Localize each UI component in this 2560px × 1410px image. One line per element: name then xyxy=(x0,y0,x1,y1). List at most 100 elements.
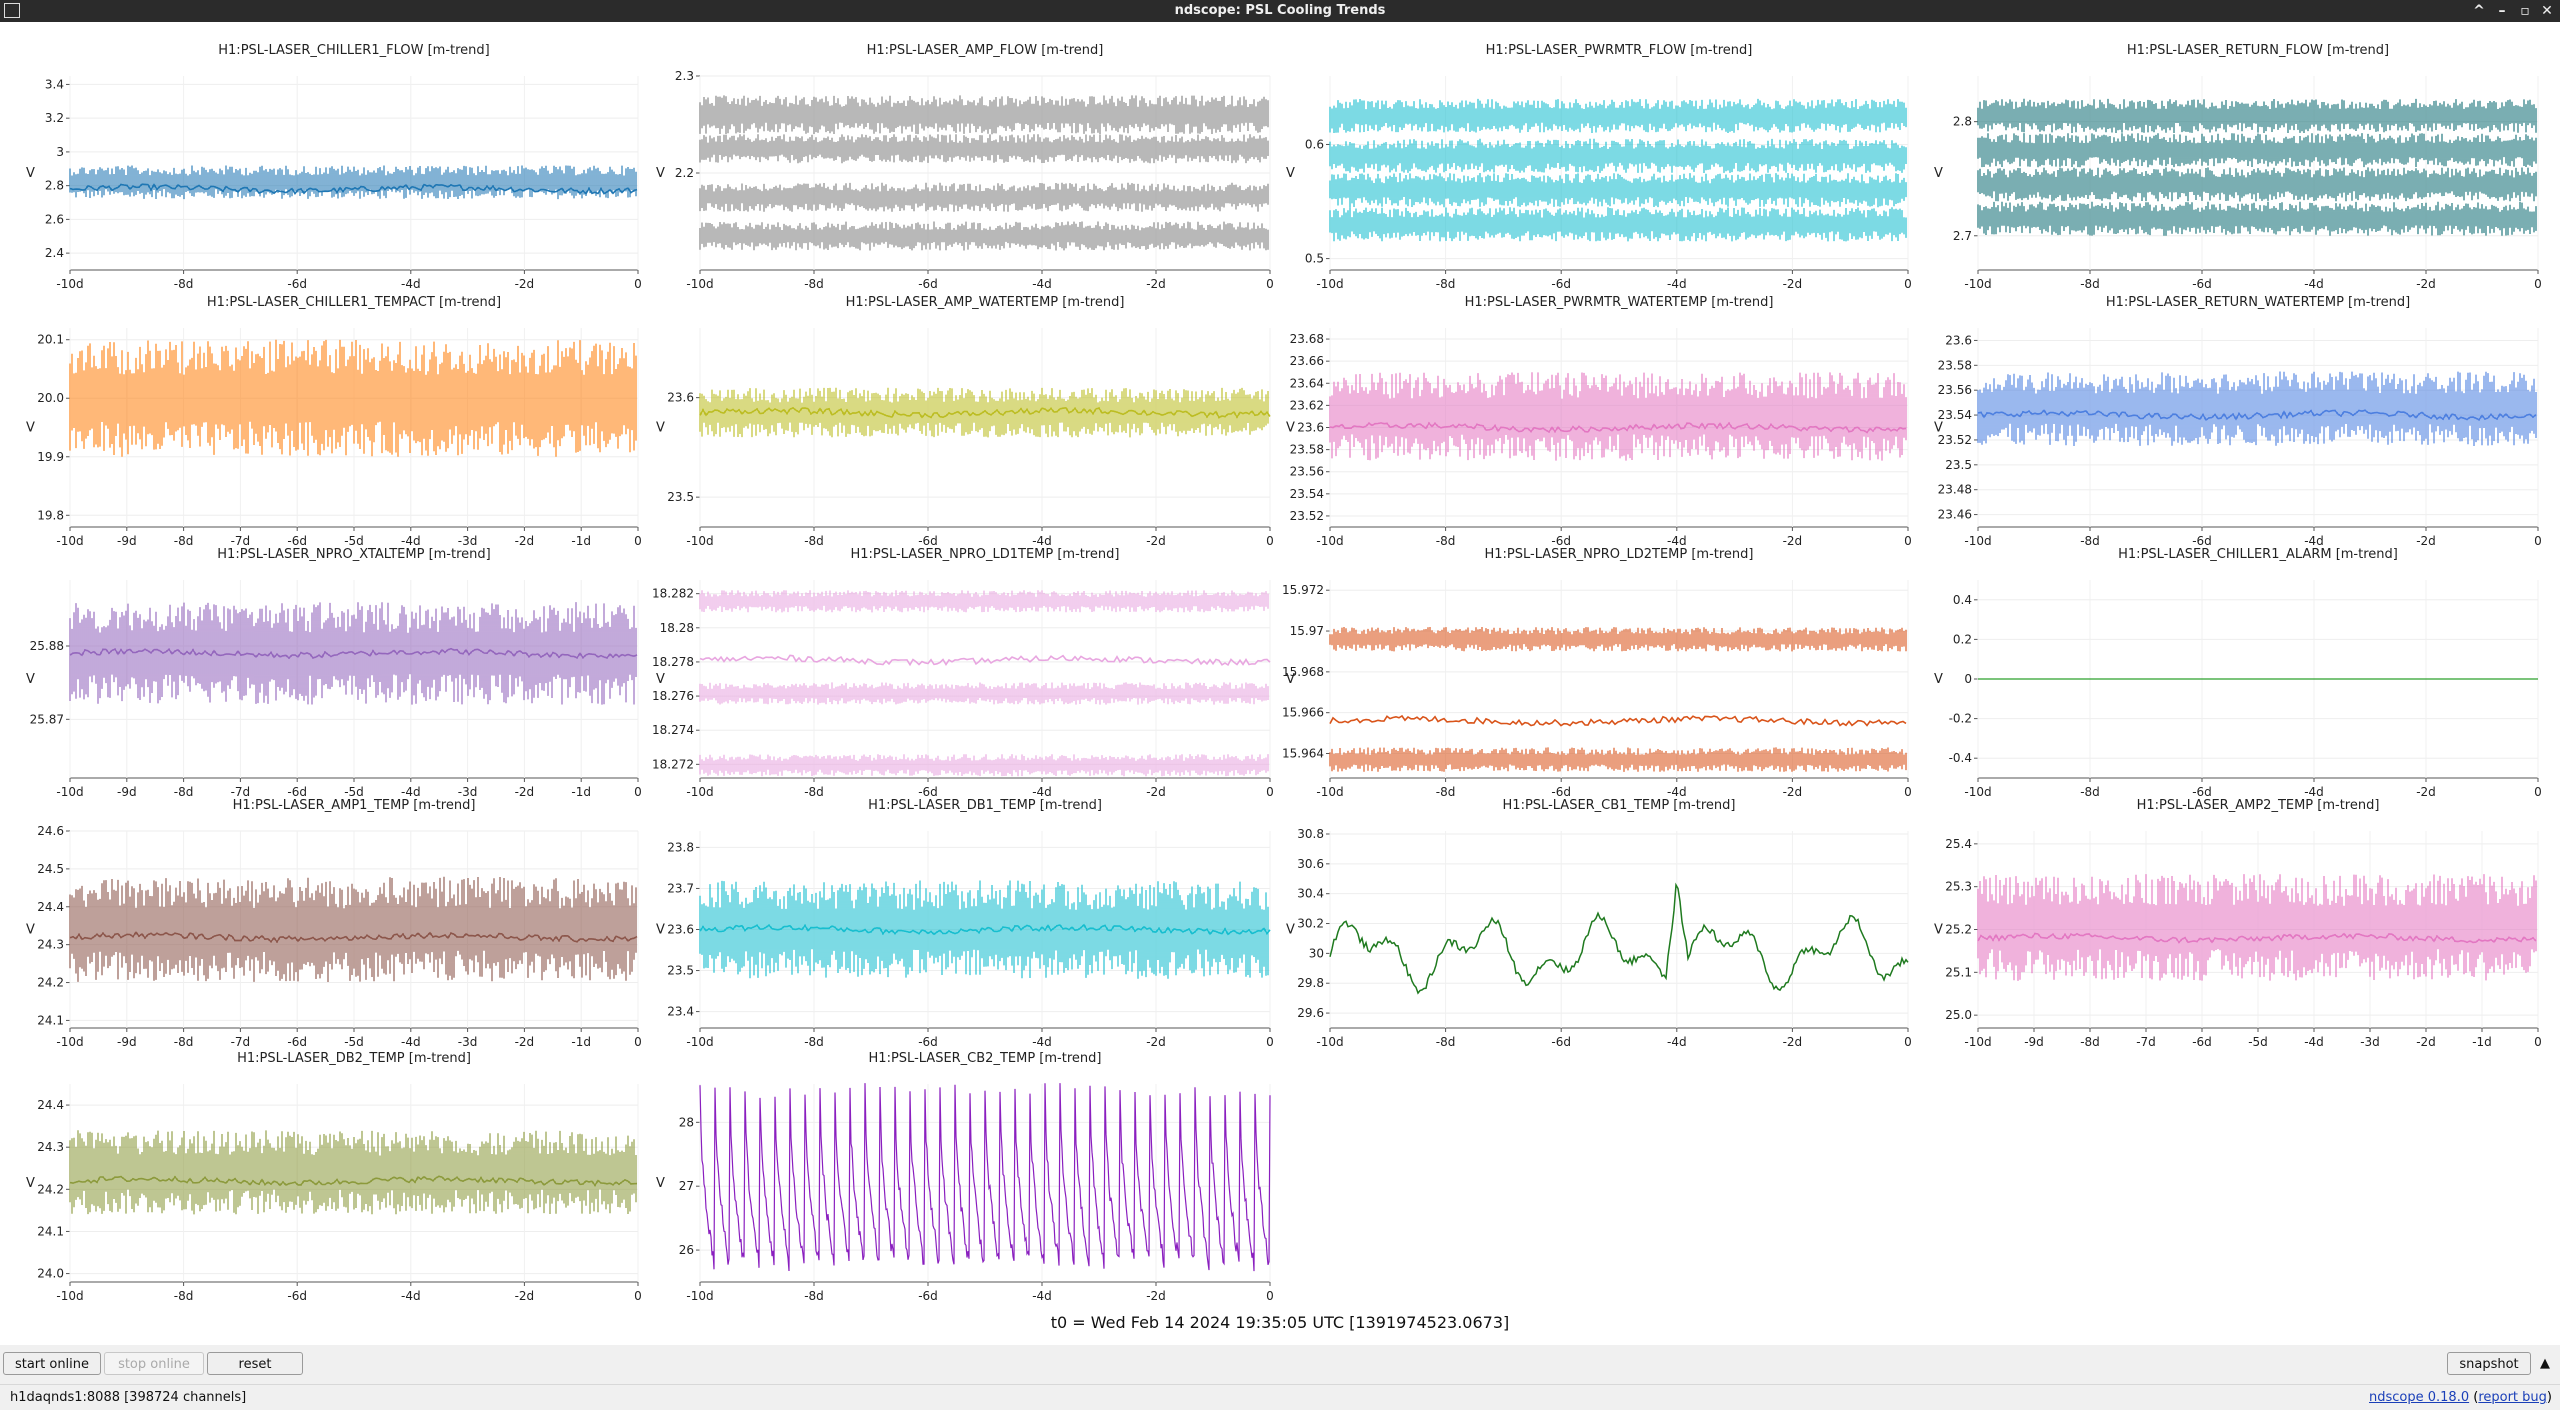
y-axis-label: V xyxy=(1286,421,1295,436)
plot-panel[interactable]: H1:PSL-LASER_NPRO_LD1TEMP [m-trend] V 18.2… xyxy=(652,547,1274,799)
plot-panel[interactable]: H1:PSL-LASER_RETURN_FLOW [m-trend] V 2.8 2.… xyxy=(1934,43,2542,291)
x-tick-label: -10d xyxy=(686,1289,713,1303)
plot-panel[interactable]: H1:PSL-LASER_PWRMTR_FLOW [m-trend] V 0.6 0.… xyxy=(1286,43,1912,291)
y-tick-label: 23.52 xyxy=(1290,509,1324,523)
plot-panel[interactable]: H1:PSL-LASER_CHILLER1_TEMPACT [m-trend] V… xyxy=(26,295,642,548)
close-button[interactable]: ✕ xyxy=(2541,3,2553,19)
y-tick-label: 3.4 xyxy=(45,77,64,91)
maximize-button[interactable]: ▫ xyxy=(2520,3,2530,19)
plot-title: H1:PSL-LASER_AMP1_TEMP [m-trend] xyxy=(233,798,476,813)
y-axis-label: V xyxy=(26,166,35,181)
plot-panel[interactable]: H1:PSL-LASER_NPRO_XTALTEMP [m-trend] V 25.… xyxy=(26,547,642,799)
x-tick-label: 0 xyxy=(1904,277,1912,291)
series-mean-line xyxy=(69,1175,638,1187)
x-tick-label: -10d xyxy=(1964,277,1991,291)
plot-panel[interactable]: H1:PSL-LASER_CB2_TEMP [m-trend] V 28 27 26 -1… xyxy=(656,1051,1274,1303)
report-bug-link[interactable]: report bug xyxy=(2478,1390,2547,1405)
x-tick-label: -10d xyxy=(686,277,713,291)
x-tick-label: -6d xyxy=(287,1289,307,1303)
y-axis-label: V xyxy=(656,166,665,181)
x-tick-label: -8d xyxy=(2080,534,2100,548)
series-mean-line xyxy=(1977,409,2537,422)
plot-panel[interactable]: H1:PSL-LASER_CHILLER1_FLOW [m-trend] V 3.4… xyxy=(26,43,642,291)
y-axis-label: V xyxy=(1934,166,1943,181)
plot-panel[interactable]: H1:PSL-LASER_DB2_TEMP [m-trend] V 24.4 24.3… xyxy=(26,1051,642,1303)
x-tick-label: -4d xyxy=(2304,534,2324,548)
x-tick-label: -10d xyxy=(1964,1035,1991,1049)
y-tick-label: 23.6 xyxy=(1945,333,1972,347)
series-band xyxy=(69,1130,637,1215)
x-tick-label: -8d xyxy=(804,1289,824,1303)
x-tick-label: -8d xyxy=(174,277,194,291)
plot-title: H1:PSL-LASER_NPRO_LD1TEMP [m-trend] xyxy=(851,547,1120,562)
plot-panel[interactable]: H1:PSL-LASER_NPRO_LD2TEMP [m-trend]V15.9… xyxy=(1282,547,1912,799)
y-tick-label: 23.6 xyxy=(667,391,694,405)
x-tick-label: -6d xyxy=(918,1035,938,1049)
x-tick-label: -9d xyxy=(117,1035,137,1049)
y-tick-label: 25.4 xyxy=(1945,837,1972,851)
x-tick-label: -8d xyxy=(1436,534,1456,548)
x-tick-label: -4d xyxy=(1667,785,1687,799)
y-tick-label: 24.5 xyxy=(37,862,64,876)
window-titlebar: ndscope: PSL Cooling Trends ^ – ▫ ✕ xyxy=(0,0,2560,22)
x-tick-label: 0 xyxy=(1904,785,1912,799)
plot-grid[interactable]: H1:PSL-LASER_CHILLER1_FLOW [m-trend] V 3.4… xyxy=(0,22,2560,1312)
x-tick-label: -2d xyxy=(1146,785,1166,799)
y-axis-label: V xyxy=(1286,923,1295,938)
plot-panel[interactable]: H1:PSL-LASER_AMP1_TEMP [m-trend] V 24.6 24.… xyxy=(26,798,642,1049)
status-bar: h1daqnds1:8088 [398724 channels] ndscope… xyxy=(0,1384,2560,1410)
y-tick-label: 15.968 xyxy=(1282,665,1324,679)
plot-title: H1:PSL-LASER_CHILLER1_FLOW [m-trend] xyxy=(218,43,489,58)
x-tick-label: -2d xyxy=(515,534,535,548)
y-tick-label: 24.0 xyxy=(37,1267,64,1281)
start-online-button[interactable]: start online xyxy=(3,1352,101,1375)
x-tick-label: -5d xyxy=(2248,1035,2268,1049)
y-tick-label: 18.278 xyxy=(652,655,694,669)
series-band xyxy=(69,876,637,982)
x-tick-label: -7d xyxy=(2136,1035,2156,1049)
y-tick-label: 20.0 xyxy=(37,391,64,405)
plot-panel[interactable]: H1:PSL-LASER_CHILLER1_ALARM [m-trend] V 0.… xyxy=(1934,547,2542,799)
keep-above-button[interactable]: ^ xyxy=(2473,3,2485,19)
reset-button[interactable]: reset xyxy=(207,1352,303,1375)
reset-label: reset xyxy=(238,1357,272,1372)
series-mean-line xyxy=(1977,932,2537,944)
x-tick-label: -7d xyxy=(231,1035,251,1049)
series-band xyxy=(1977,371,2537,446)
version-link[interactable]: ndscope 0.18.0 xyxy=(2369,1390,2470,1405)
y-tick-label: 23.5 xyxy=(1945,458,1972,472)
y-tick-label: 23.64 xyxy=(1290,376,1324,390)
y-tick-label: 15.966 xyxy=(1282,706,1324,720)
x-tick-label: -3d xyxy=(2360,1035,2380,1049)
plot-panel[interactable]: H1:PSL-LASER_PWRMTR_WATERTEMP [m-trend] V… xyxy=(1286,295,1912,548)
plot-panel[interactable]: H1:PSL-LASER_AMP2_TEMP [m-trend] V 25.4 25.… xyxy=(1934,798,2542,1049)
series-band xyxy=(699,590,1269,613)
collapse-arrow-icon[interactable]: ▲ xyxy=(2540,1356,2550,1371)
x-tick-label: -6d xyxy=(918,534,938,548)
y-tick-label: 0.5 xyxy=(1305,252,1324,266)
x-tick-label: 0 xyxy=(634,277,642,291)
x-tick-label: 0 xyxy=(2534,534,2542,548)
snapshot-button[interactable]: snapshot xyxy=(2447,1352,2531,1375)
x-tick-label: -1d xyxy=(571,1035,591,1049)
plot-panel[interactable]: H1:PSL-LASER_AMP_FLOW [m-trend] V 2.3 2.2 -1… xyxy=(656,43,1274,291)
plot-title: H1:PSL-LASER_NPRO_LD2TEMP [m-trend] xyxy=(1485,547,1754,562)
series-band xyxy=(1329,98,1907,133)
plot-panel[interactable]: H1:PSL-LASER_RETURN_WATERTEMP [m-trend] V… xyxy=(1934,295,2542,548)
plot-title: H1:PSL-LASER_DB2_TEMP [m-trend] xyxy=(237,1051,471,1066)
x-tick-label: -4d xyxy=(401,1289,421,1303)
x-tick-label: -5d xyxy=(344,534,364,548)
x-tick-label: -2d xyxy=(1783,1035,1803,1049)
y-tick-label: 23.56 xyxy=(1290,465,1324,479)
plot-panel[interactable]: H1:PSL-LASER_CB1_TEMP [m-trend] V 30.8 30.6… xyxy=(1286,798,1912,1049)
y-tick-label: 29.6 xyxy=(1297,1006,1324,1020)
plot-panel[interactable]: H1:PSL-LASER_AMP_WATERTEMP [m-trend] V 23.… xyxy=(656,295,1274,548)
y-tick-label: 30.4 xyxy=(1297,887,1324,901)
y-tick-label: 2.8 xyxy=(1953,115,1972,129)
plot-panel[interactable]: H1:PSL-LASER_DB1_TEMP [m-trend] V 23.8 23.7… xyxy=(656,798,1274,1049)
y-tick-label: 23.54 xyxy=(1290,487,1324,501)
series-band xyxy=(1977,201,2537,236)
y-tick-label: 28 xyxy=(679,1115,694,1129)
minimize-button[interactable]: – xyxy=(2498,3,2506,19)
x-tick-label: -10d xyxy=(1316,785,1343,799)
